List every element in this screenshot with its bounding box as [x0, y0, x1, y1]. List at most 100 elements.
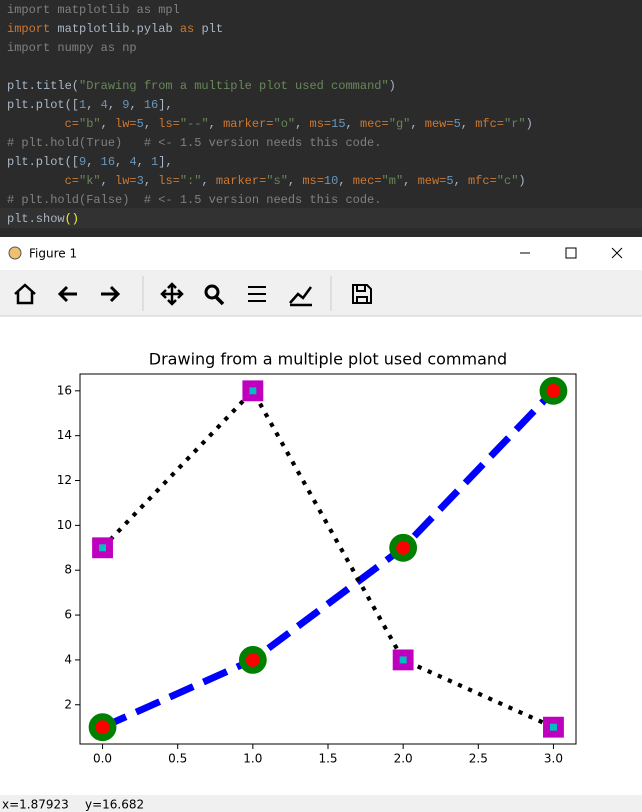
code-token: "s" — [266, 174, 288, 188]
toolbar-icons — [14, 276, 372, 311]
save-button[interactable] — [352, 284, 372, 304]
code-token: # plt.hold(False) # <- 1.5 version needs… — [7, 193, 381, 207]
y-tick-label: 8 — [64, 563, 72, 577]
code-token: "m" — [382, 174, 404, 188]
pan-button[interactable] — [160, 282, 184, 306]
code-token: , — [295, 117, 309, 131]
code-token: import matplotlib as mpl — [7, 3, 180, 17]
code-token: , — [86, 98, 100, 112]
code-token: 1 — [151, 155, 158, 169]
code-token: , — [101, 117, 115, 131]
code-token: "b" — [79, 117, 101, 131]
code-token: , — [115, 155, 129, 169]
code-token: 1 — [79, 98, 86, 112]
code-token: 9 — [122, 98, 129, 112]
code-token: "k" — [79, 174, 101, 188]
marker — [389, 533, 418, 562]
code-line: plt.show() — [7, 212, 79, 226]
code-token: ) — [518, 174, 525, 188]
code-token: , — [144, 174, 158, 188]
y-tick-label: 16 — [57, 383, 72, 397]
y-tick-label: 2 — [64, 697, 72, 711]
marker — [242, 380, 264, 402]
code-token: , — [338, 174, 352, 188]
code-token: 16 — [101, 155, 115, 169]
code-token: c= — [7, 174, 79, 188]
maximize-button[interactable] — [565, 247, 577, 259]
code-token: as — [180, 22, 194, 36]
code-token: ) — [526, 117, 533, 131]
code-token: "Drawing from a multiple plot used comma… — [79, 79, 389, 93]
configure-button[interactable] — [248, 286, 266, 302]
close-button[interactable] — [611, 247, 623, 259]
code-token: plt.show — [7, 212, 65, 226]
home-button[interactable] — [14, 283, 36, 305]
code-token: , — [101, 174, 115, 188]
code-token: "g" — [389, 117, 411, 131]
code-token: 4 — [101, 98, 108, 112]
marker — [238, 646, 267, 674]
x-tick-label: 2.5 — [469, 752, 488, 766]
y-tick-label: 12 — [57, 473, 72, 487]
code-token: lw= — [115, 174, 137, 188]
code-token: ) — [389, 79, 396, 93]
code-token: 16 — [144, 98, 158, 112]
code-token: , — [209, 117, 223, 131]
code-line: c="k", lw=3, ls=":", marker="s", ms=10, … — [7, 174, 526, 188]
code-line: plt.plot([1, 4, 9, 16], — [7, 98, 173, 112]
marker — [92, 537, 113, 559]
code-token: 5 — [454, 117, 461, 131]
code-token: , — [137, 155, 151, 169]
code-token: plt.plot([ — [7, 155, 79, 169]
series-line — [101, 388, 556, 731]
code-token: 4 — [129, 155, 136, 169]
x-tick-label: 1.5 — [318, 752, 337, 766]
code-token: , — [403, 174, 417, 188]
status-bar — [0, 795, 642, 812]
code-token: mec= — [360, 117, 389, 131]
editor-bg — [0, 0, 642, 237]
code-token: # plt.hold(True) # <- 1.5 version needs … — [7, 136, 381, 150]
y-tick-label: 14 — [57, 428, 72, 442]
series-line — [101, 387, 555, 730]
code-token: , — [144, 117, 158, 131]
x-tick-label: 0.5 — [168, 752, 187, 766]
axes-frame — [79, 373, 577, 745]
edit-button[interactable] — [289, 286, 313, 307]
code-line: c="b", lw=5, ls="--", marker="o", ms=15,… — [7, 117, 533, 131]
code-line: import matplotlib as mpl — [7, 3, 180, 17]
code-token: 5 — [137, 117, 144, 131]
code-editor[interactable]: import matplotlib as mpl import matplotli… — [7, 3, 533, 226]
code-token: plt — [194, 22, 223, 36]
code-line: # plt.hold(True) # <- 1.5 version needs … — [7, 136, 381, 150]
window-title: Figure 1 — [29, 247, 77, 261]
back-button[interactable] — [57, 285, 77, 303]
code-line: plt.title("Drawing from a multiple plot … — [7, 79, 396, 93]
code-token: plt.plot([ — [7, 98, 79, 112]
code-line: import numpy as np — [7, 41, 137, 55]
y-tick-label: 10 — [57, 518, 72, 532]
toolbar — [0, 270, 642, 316]
code-token: marker= — [223, 117, 273, 131]
code-token: mfc= — [468, 174, 497, 188]
code-token: 15 — [331, 117, 345, 131]
marker — [88, 713, 117, 742]
zoom-button[interactable] — [204, 284, 220, 300]
code-token: ls= — [158, 117, 180, 131]
zoom-handle — [214, 295, 225, 306]
code-token: , — [86, 155, 100, 169]
forward-button[interactable] — [101, 285, 121, 303]
code-token: ], — [158, 98, 172, 112]
code-token: , — [288, 174, 302, 188]
code-token: "c" — [497, 174, 519, 188]
code-line: plt.plot([9, 16, 4, 1], — [7, 155, 173, 169]
code-token: 3 — [137, 174, 144, 188]
title-bar: Figure 1 — [8, 246, 623, 261]
plot-area: 0.0 0.5 1.0 1.5 2.0 2.5 3.0 2 4 6 8 10 12 14 16 — [57, 373, 577, 766]
code-token: , — [410, 117, 424, 131]
y-tick-label: 4 — [64, 652, 72, 666]
chart-title: Drawing from a multiple plot used comman… — [149, 350, 507, 369]
code-token: mew= — [418, 174, 447, 188]
code-token: mfc= — [475, 117, 504, 131]
